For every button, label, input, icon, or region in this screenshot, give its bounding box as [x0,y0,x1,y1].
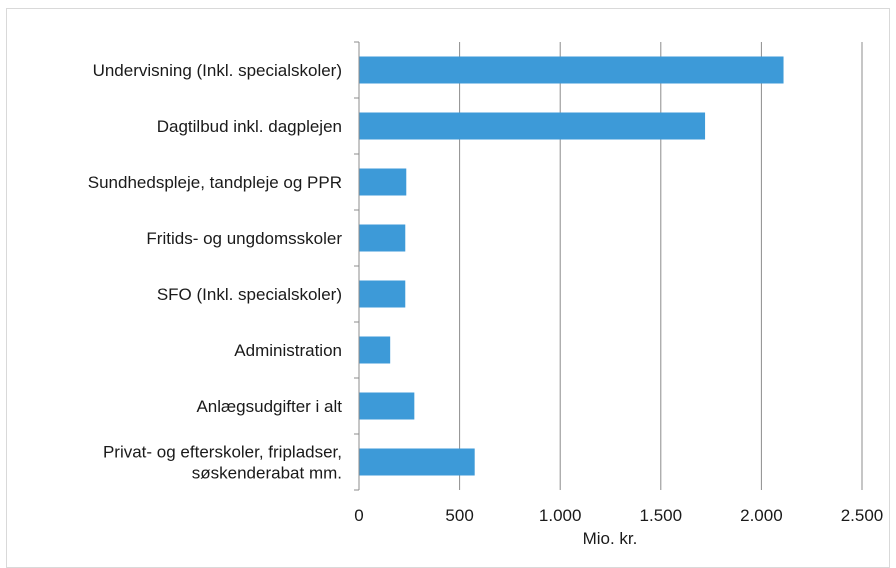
gridlines [459,42,863,490]
bar [359,168,407,196]
x-axis-title: Mio. kr. [583,529,638,548]
category-label: SFO (Inkl. specialskoler) [157,285,342,304]
x-tick-label: 1.000 [539,506,582,525]
x-tick-labels: 0 500 1.000 1.500 2.000 2.500 [354,506,883,525]
bar [359,56,784,84]
category-label: Anlægsudgifter i alt [196,397,342,416]
bar [359,392,415,420]
category-label: Sundhedspleje, tandpleje og PPR [88,173,342,192]
bar [359,280,406,308]
category-labels: Undervisning (Inkl. specialskoler) Dagtil… [88,61,343,483]
bar [359,448,475,476]
y-axis [354,41,360,491]
bar [359,224,406,252]
category-label: Administration [234,341,342,360]
x-tick-label: 500 [445,506,473,525]
bars [359,56,784,476]
category-label: Privat- og efterskoler, fripladser, søske… [103,443,342,483]
x-tick-label: 0 [354,506,363,525]
x-tick-label: 2.500 [841,506,884,525]
category-label: Dagtilbud inkl. dagplejen [157,117,342,136]
x-tick-label: 1.500 [640,506,683,525]
bar-chart: Undervisning (Inkl. specialskoler) Dagtil… [88,41,883,548]
category-label: Undervisning (Inkl. specialskoler) [93,61,342,80]
category-label: Fritids- og ungdomsskoler [146,229,342,248]
bar [359,336,391,364]
x-tick-label: 2.000 [740,506,783,525]
bar [359,112,706,140]
